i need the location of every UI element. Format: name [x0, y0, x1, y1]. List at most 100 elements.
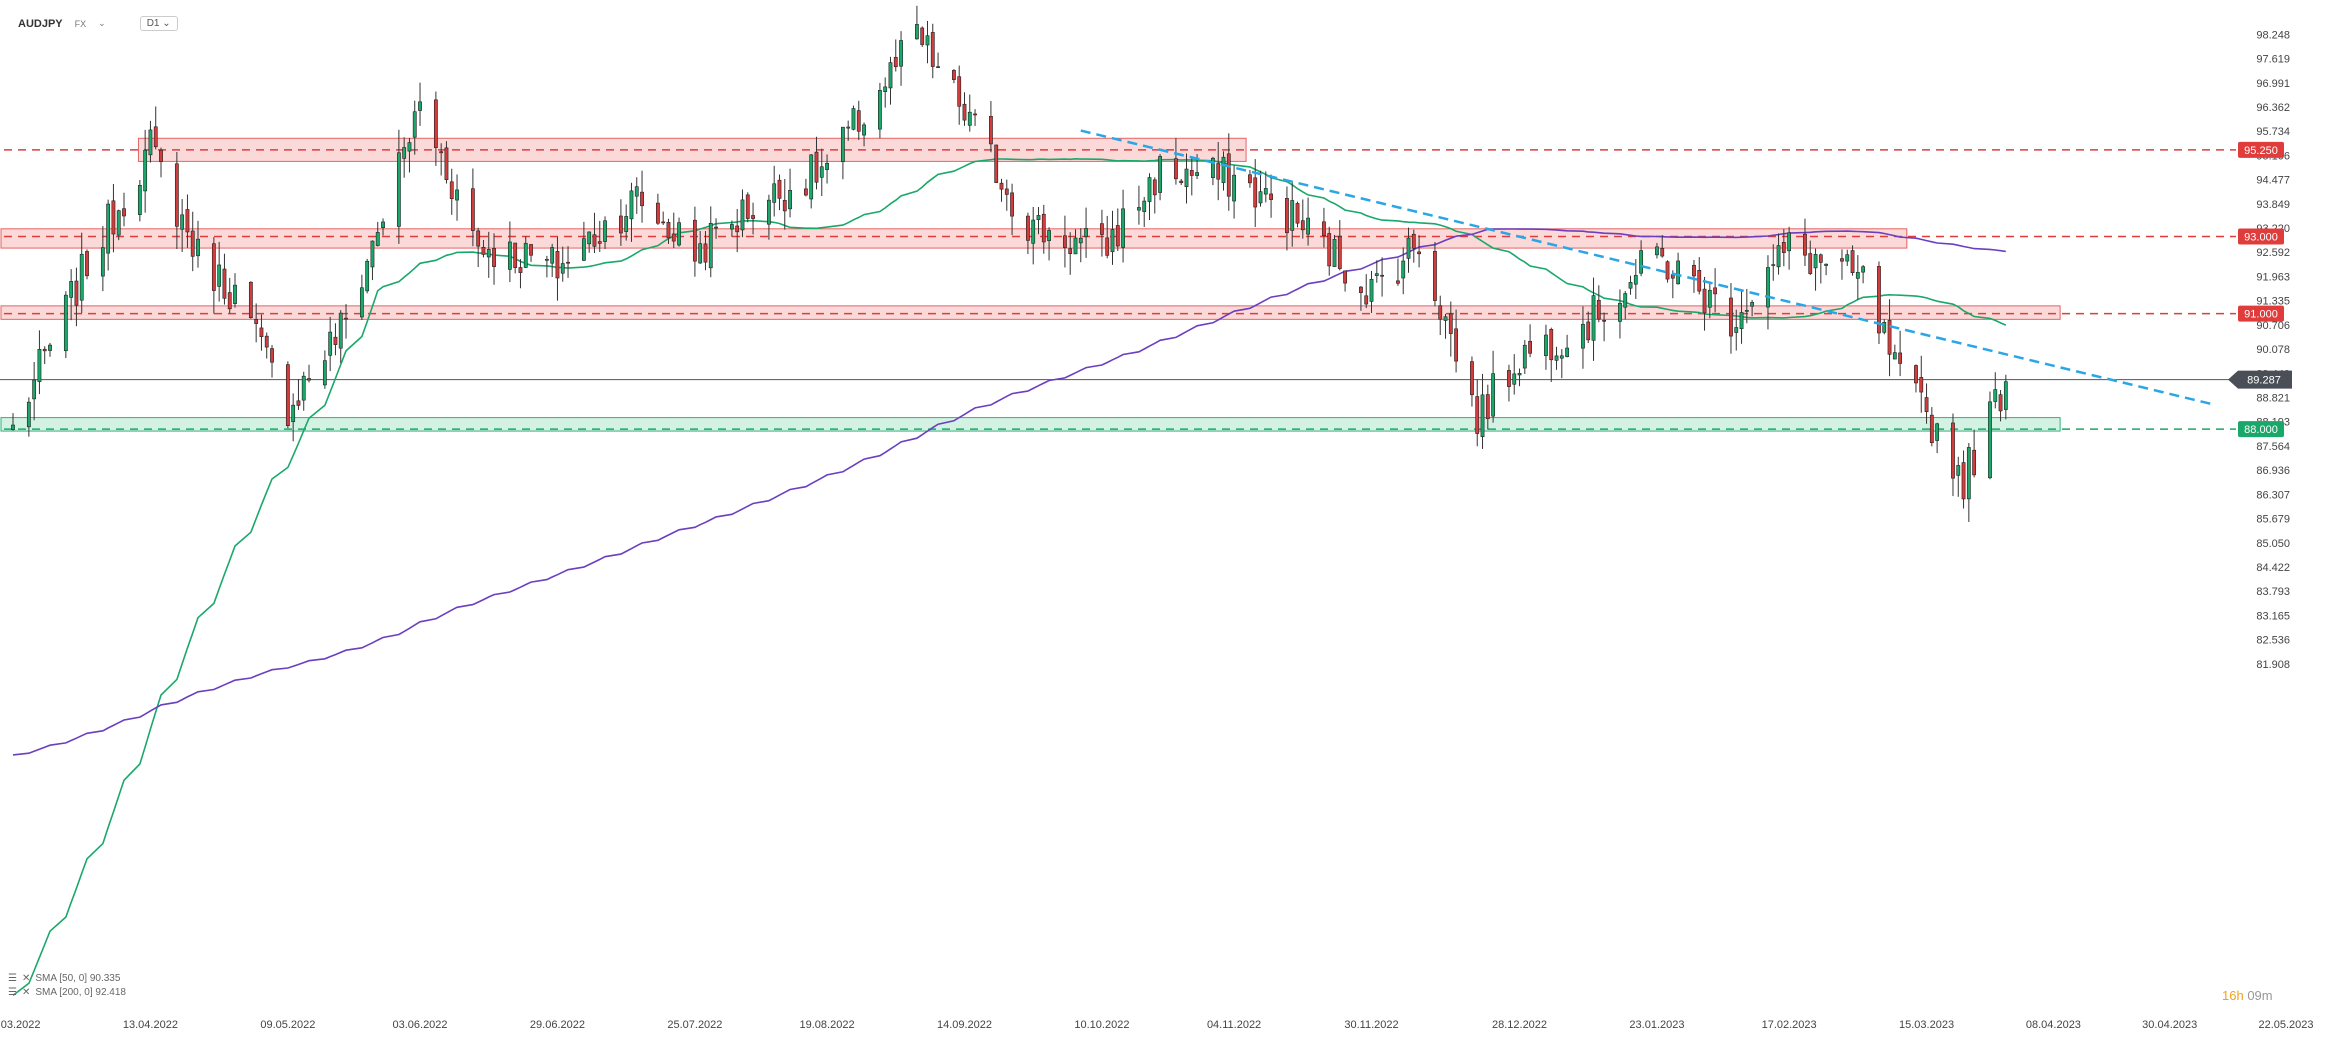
candle-body	[1285, 198, 1289, 234]
candle-body	[1929, 414, 1934, 443]
candle	[962, 92, 967, 126]
x-tick-label: 15.03.2023	[1899, 1019, 1954, 1031]
candle	[153, 106, 158, 150]
candle-body	[402, 147, 407, 159]
candle	[1004, 179, 1009, 211]
candle	[1898, 330, 1903, 377]
labels-layer: 95.250 93.000 91.000 88.000 89.287	[2228, 141, 2292, 438]
candle-body	[433, 99, 438, 148]
candle-body	[819, 166, 824, 178]
candle-body	[122, 208, 126, 217]
candle	[444, 141, 449, 184]
candle-body	[217, 264, 222, 287]
candle-body	[227, 292, 232, 310]
settings-icon[interactable]: ☰	[8, 987, 17, 998]
candle-body	[470, 188, 475, 231]
x-tick-label: 25.07.2022	[667, 1019, 722, 1031]
candle	[1221, 151, 1226, 191]
candle	[1041, 204, 1046, 254]
close-icon[interactable]: ✕	[21, 973, 31, 984]
candle-body	[708, 222, 713, 269]
candle-body	[1549, 329, 1554, 361]
candle	[1707, 282, 1712, 319]
candle-body	[1221, 156, 1226, 183]
candle-body	[915, 24, 919, 40]
level-badge-text: 95.250	[2244, 145, 2278, 157]
candle-body	[116, 210, 121, 236]
indicator-legend: ☰ ✕ SMA [50, 0] 90.335 ☰ ✕ SMA [200, 0] …	[8, 972, 126, 1000]
candle-body	[486, 249, 491, 258]
x-tick-label: 13.04.2022	[123, 1019, 178, 1031]
candle	[1100, 209, 1104, 257]
candle	[1285, 186, 1289, 251]
candle-body	[1158, 156, 1162, 193]
zone-red	[0, 228, 1908, 249]
candle-body	[1142, 200, 1147, 212]
candle-body	[1750, 302, 1755, 307]
candle	[1364, 274, 1369, 309]
zone-green	[0, 417, 2061, 432]
candle	[180, 199, 185, 253]
legend-sma50[interactable]: ☰ ✕ SMA [50, 0] 90.335	[8, 972, 126, 986]
candle-body	[1840, 258, 1844, 262]
market-label[interactable]: FX	[74, 18, 87, 29]
candle	[1845, 249, 1850, 266]
candle	[111, 184, 116, 253]
y-tick-label: 83.165	[2256, 610, 2290, 622]
candle	[486, 231, 491, 278]
candle	[888, 56, 893, 105]
candle-body	[1692, 264, 1696, 277]
candle	[307, 364, 311, 383]
candle-body	[1655, 246, 1659, 256]
candle-body	[788, 189, 792, 210]
candle	[698, 230, 703, 264]
candle-body	[1697, 270, 1702, 292]
candle	[920, 26, 925, 47]
candle-body	[1887, 320, 1892, 355]
candle-body	[222, 268, 227, 299]
legend-sma200-label: SMA [200, 0] 92.418	[35, 987, 126, 998]
candle	[1544, 324, 1548, 370]
candle	[581, 221, 586, 262]
sma-50-line	[12, 157, 2007, 997]
legend-sma200[interactable]: ☰ ✕ SMA [200, 0] 92.418	[8, 986, 126, 1000]
close-icon[interactable]: ✕	[21, 987, 31, 998]
candle-body	[439, 151, 444, 154]
candle-body	[449, 181, 454, 200]
candle	[1485, 384, 1490, 430]
candle	[1639, 240, 1644, 277]
sma-layer	[12, 157, 2007, 997]
candle	[1226, 133, 1231, 211]
candle-body	[359, 287, 364, 318]
candle-body	[772, 183, 777, 203]
candle	[322, 350, 327, 389]
candle-body	[1433, 250, 1437, 301]
candle	[291, 393, 296, 442]
candle-body	[1512, 373, 1517, 385]
candle	[1528, 324, 1532, 358]
candle	[1813, 248, 1818, 291]
timeframe-selector[interactable]: D1 ⌄	[139, 16, 178, 31]
candle	[767, 194, 771, 240]
candle-body	[1248, 174, 1252, 184]
candle	[1924, 383, 1929, 424]
candle	[735, 209, 740, 253]
settings-icon[interactable]: ☰	[8, 973, 17, 984]
candle	[851, 105, 856, 131]
y-tick-label: 84.422	[2256, 562, 2290, 574]
candle-body	[1041, 213, 1046, 243]
candle-body	[1195, 172, 1199, 176]
symbol-label[interactable]: AUDJPY	[18, 17, 63, 30]
candle-body	[1184, 168, 1189, 187]
candle-body	[1855, 271, 1860, 279]
market-chevron-down-icon[interactable]: ⌄	[98, 18, 106, 28]
candle-body	[412, 111, 417, 138]
candle-body	[1137, 207, 1141, 211]
x-tick-label: 08.04.2023	[2026, 1019, 2081, 1031]
candle-body	[1485, 394, 1490, 420]
candle	[1179, 178, 1184, 185]
candle-body	[1739, 312, 1744, 330]
x-tick-label: 17.02.2023	[1762, 1019, 1817, 1031]
candle	[1665, 260, 1670, 283]
